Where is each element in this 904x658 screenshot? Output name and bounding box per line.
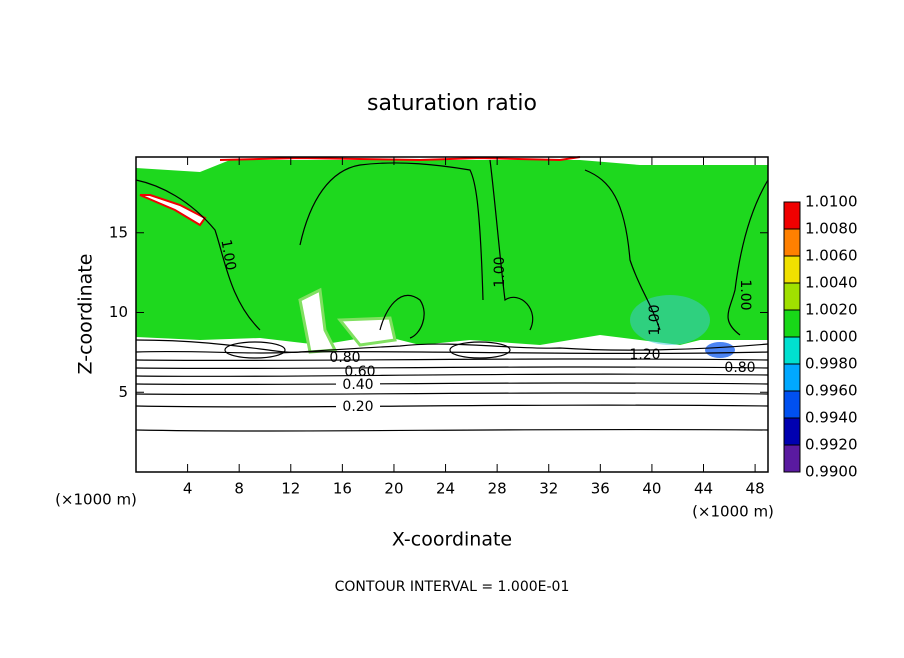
contour-lines (135, 159, 769, 432)
colorbar-band (784, 445, 800, 472)
colorbar-label: 1.0100 (805, 193, 858, 211)
x-tick-label: 40 (642, 480, 661, 498)
chart-title: saturation ratio (367, 91, 537, 116)
footer: CONTOUR INTERVAL = 1.000E-01 (335, 579, 570, 595)
x-tick-label: 12 (281, 480, 300, 498)
x-tick-label: 16 (333, 480, 352, 498)
contour-label: 0.60 (344, 364, 375, 380)
colorbar-band (784, 202, 800, 229)
x-tick-label: 4 (183, 480, 193, 498)
contour-label: 1.00 (492, 256, 508, 287)
colorbar-band (784, 364, 800, 391)
colorbar-band (784, 283, 800, 310)
contour-label: 0.80 (329, 350, 360, 366)
y-tick-label: 5 (118, 383, 128, 401)
field-blob (630, 295, 710, 345)
field-blob (139, 194, 207, 227)
x-tick-label: 48 (746, 480, 765, 498)
y-tick-label: 15 (109, 223, 128, 241)
colorbar-label: 1.0000 (805, 328, 858, 346)
colorbar-label: 1.0060 (805, 247, 858, 265)
x-tick-label: 24 (436, 480, 455, 498)
y-tick-label: 10 (109, 303, 128, 321)
plot-frame (135, 156, 769, 473)
colorbar-band (784, 256, 800, 283)
field-blob (705, 342, 735, 358)
x-tick-label: 44 (694, 480, 713, 498)
contour-label: 0.40 (342, 377, 373, 393)
x-axis-label: X-coordinate (392, 529, 512, 551)
x-unit: (×1000 m) (692, 503, 774, 521)
contour-label: 0.80 (724, 360, 755, 376)
colorbar-label: 1.0080 (805, 220, 858, 238)
colorbar-label: 1.0020 (805, 301, 858, 319)
contour-label: 1.00 (217, 238, 238, 271)
contour-label: 0.20 (342, 399, 373, 415)
label-bg (336, 398, 380, 415)
colorbar-band (784, 310, 800, 337)
contour-label: 1.00 (647, 304, 663, 335)
field-edge (219, 156, 581, 162)
x-tick-label: 8 (234, 480, 244, 498)
y-axis-label: Z-coordinate (75, 254, 97, 375)
colorbar-band (784, 391, 800, 418)
label-bg (336, 377, 380, 393)
colorbar-band (784, 337, 800, 364)
colorbar-band (784, 418, 800, 445)
x-tick-label: 20 (384, 480, 403, 498)
field-blob (298, 287, 338, 354)
colorbar-label: 1.0040 (805, 274, 858, 292)
contour-label: 1.20 (629, 347, 660, 363)
x-unit: (×1000 m) (55, 491, 137, 509)
x-tick-label: 36 (591, 480, 610, 498)
x-tick-label: 28 (488, 480, 507, 498)
field (136, 156, 768, 472)
contour-label: 1.00 (737, 279, 753, 310)
colorbar-label: 0.9980 (805, 355, 858, 373)
colorbar-label: 0.9940 (805, 409, 858, 427)
contour-labels: 0.20 0.40 0.60 0.80 0.80 1.20 1.00 1.00 … (217, 238, 756, 415)
colorbar-label: 0.9960 (805, 382, 858, 400)
field-green (136, 160, 768, 345)
colorbar-band (784, 229, 800, 256)
colorbar-label: 0.9900 (805, 463, 858, 481)
colorbar-label: 0.9920 (805, 436, 858, 454)
x-tick-label: 32 (539, 480, 558, 498)
